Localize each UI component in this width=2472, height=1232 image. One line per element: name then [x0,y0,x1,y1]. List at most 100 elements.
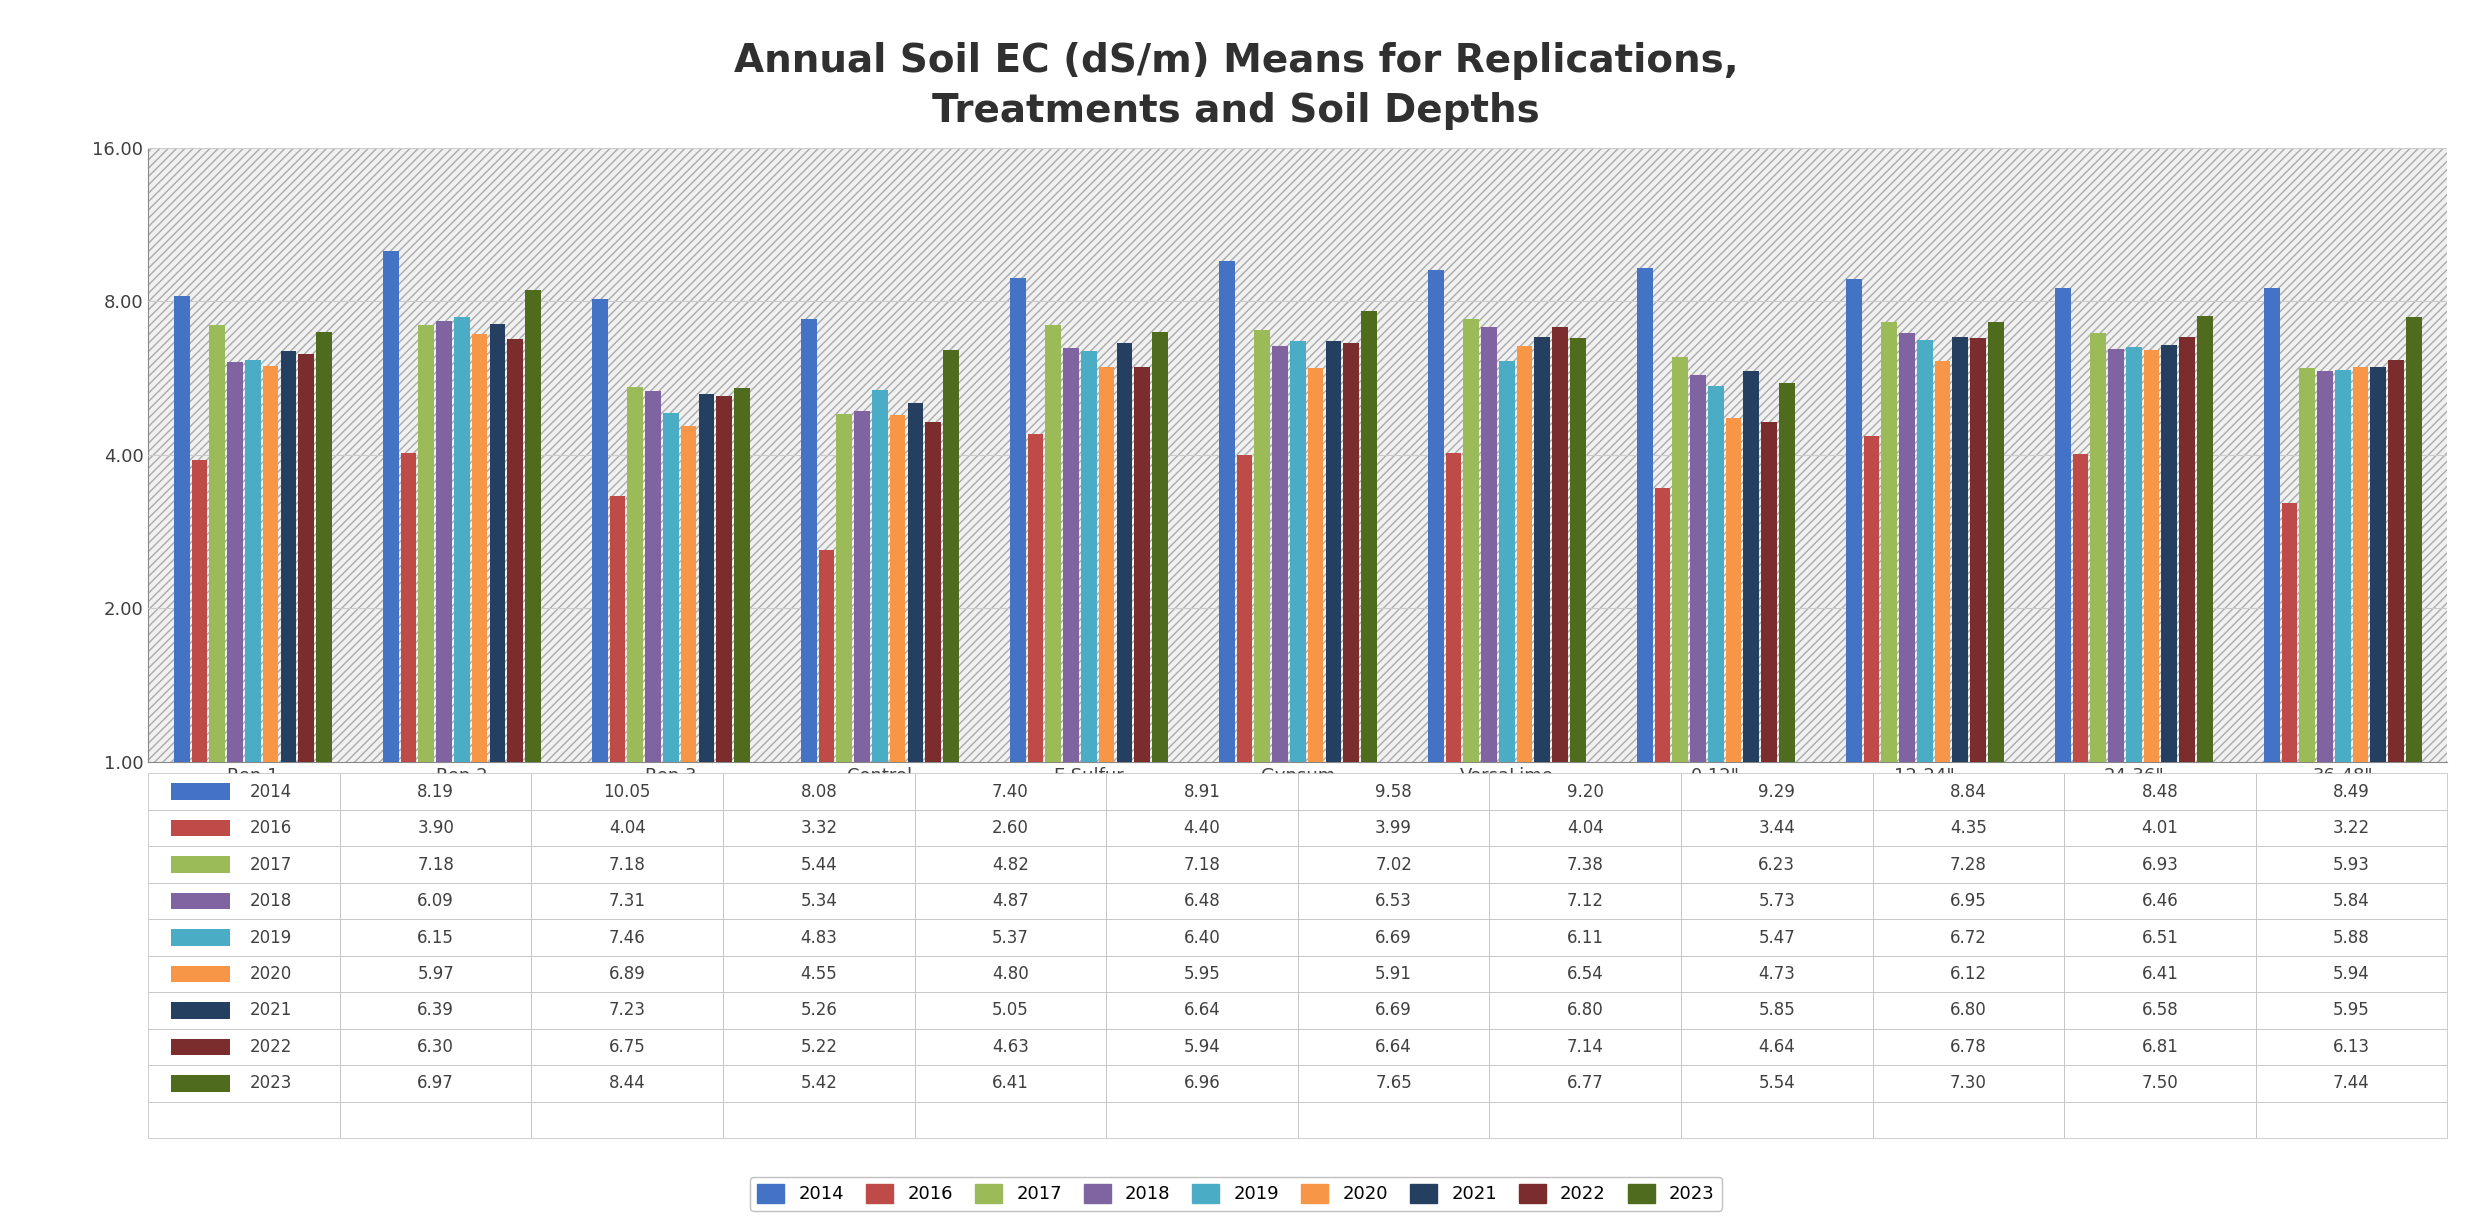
Bar [148,846,341,883]
Bar [1681,1029,1874,1066]
Bar [531,846,724,883]
Text: 8.44: 8.44 [608,1074,645,1093]
Bar [148,883,341,919]
Bar [341,846,531,883]
Bar [915,1029,1105,1066]
Bar [1636,269,1654,761]
Text: 7.65: 7.65 [1374,1074,1412,1093]
Text: 2018: 2018 [250,892,292,910]
Bar [400,452,415,761]
Bar [2257,1101,2447,1138]
Text: 6.46: 6.46 [2141,892,2178,910]
Bar [2257,992,2447,1029]
Text: 6.95: 6.95 [1950,892,1987,910]
Bar [1681,1066,1874,1101]
Bar [1654,488,1671,761]
Bar [1874,919,2064,956]
Bar [531,956,724,992]
Bar [2161,345,2178,761]
Bar [1681,846,1874,883]
Bar [1864,436,1879,761]
Bar [2257,919,2447,956]
Bar [1874,846,2064,883]
Bar [435,322,452,761]
Bar [722,992,915,1029]
Bar [700,394,714,761]
Bar [1117,342,1132,761]
Text: 6.51: 6.51 [2141,929,2178,946]
Bar [722,1066,915,1101]
Bar [531,809,724,846]
Text: 6.78: 6.78 [1950,1037,1987,1056]
Bar [383,251,398,761]
Bar [2109,349,2123,761]
Bar [915,1101,1105,1138]
Bar [2257,1029,2447,1066]
Bar [1488,956,1681,992]
Bar [1681,992,1874,1029]
Bar [2353,367,2368,761]
Text: 7.18: 7.18 [1184,855,1221,873]
Bar [210,325,225,761]
Bar [1135,367,1149,761]
Bar [2126,347,2141,761]
Text: 4.73: 4.73 [1758,965,1795,983]
Bar [722,919,915,956]
Bar [1953,338,1968,761]
Bar [1725,418,1740,761]
Text: 7.30: 7.30 [1950,1074,1987,1093]
Text: 4.55: 4.55 [801,965,838,983]
Bar [341,1029,531,1066]
Bar [1298,809,1488,846]
Bar [836,414,853,761]
Bar [942,350,959,761]
Text: 2023: 2023 [250,1074,292,1093]
Bar [1446,452,1461,761]
Text: 6.75: 6.75 [608,1037,645,1056]
Bar [1674,357,1688,761]
Bar [531,774,724,809]
Bar [1898,333,1916,761]
Bar [628,387,643,761]
Bar [1107,1029,1298,1066]
Bar [1743,371,1760,761]
Text: 5.22: 5.22 [801,1037,838,1056]
Bar [1342,342,1360,761]
Text: 7.18: 7.18 [608,855,645,873]
Bar [316,331,331,761]
Bar [1780,383,1795,761]
Bar [2064,956,2254,992]
Bar [2257,956,2447,992]
Bar [1325,341,1342,761]
Text: 6.48: 6.48 [1184,892,1221,910]
Bar [2257,1066,2447,1101]
Bar [1107,774,1298,809]
Bar [915,919,1105,956]
Bar [1987,322,2005,761]
Bar [531,883,724,919]
Bar [1874,809,2064,846]
Bar [1681,919,1874,956]
Bar [2064,919,2254,956]
Bar [890,414,905,761]
Bar [1570,339,1585,761]
Bar [1046,325,1060,761]
Bar [1080,351,1098,761]
Text: 5.95: 5.95 [1184,965,1221,983]
Text: 5.42: 5.42 [801,1074,838,1093]
Bar [2064,1066,2254,1101]
Bar [1874,1066,2064,1101]
Bar [341,992,531,1029]
Bar [2264,288,2279,761]
Bar [915,992,1105,1029]
Bar [1708,386,1723,761]
Bar [1681,774,1874,809]
Bar [1481,328,1498,761]
Bar [245,360,260,761]
Text: 4.63: 4.63 [991,1037,1028,1056]
Bar [1488,919,1681,956]
Text: 8.48: 8.48 [2141,782,2178,801]
Bar [591,299,608,761]
Bar [907,403,922,761]
Bar [227,362,242,761]
